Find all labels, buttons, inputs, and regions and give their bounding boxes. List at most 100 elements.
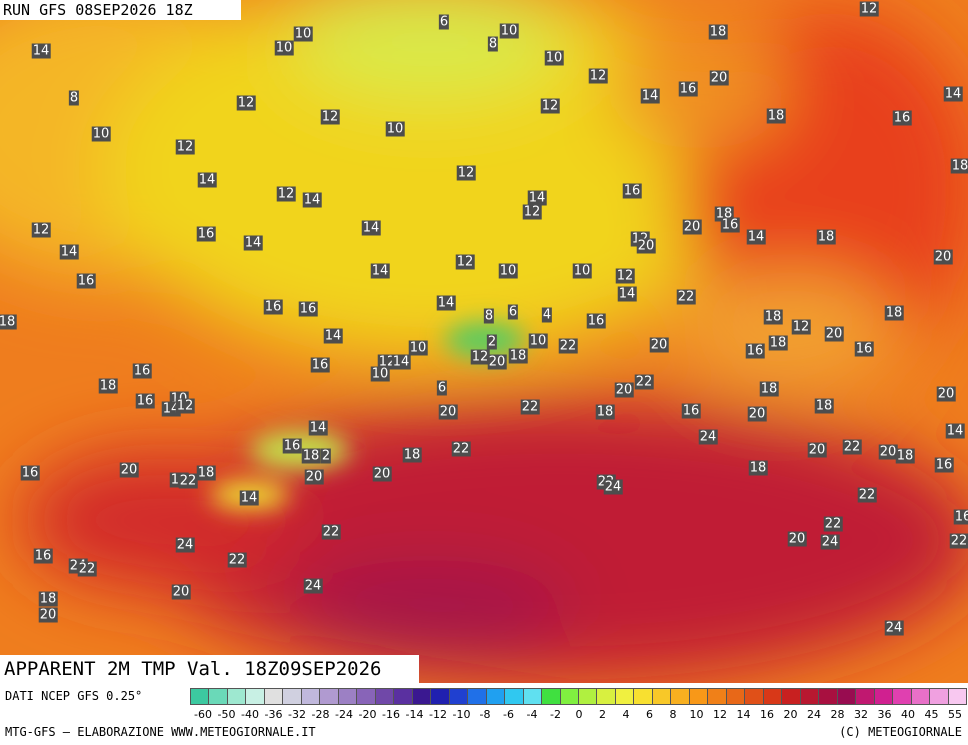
temp-label: 22 <box>558 338 578 354</box>
temp-label: 18 <box>950 158 968 174</box>
colorbar-box <box>744 688 764 705</box>
temp-label: 22 <box>227 552 247 568</box>
temp-label: 20 <box>38 607 58 623</box>
colorbar-box <box>226 688 247 705</box>
temp-label: 12 <box>236 95 256 111</box>
temp-label: 12 <box>31 222 51 238</box>
temp-label: 20 <box>614 382 634 398</box>
colorbar-tick: 0 <box>575 708 583 721</box>
temp-label: 14 <box>391 354 411 370</box>
temp-label: 18 <box>38 591 58 607</box>
temp-label: 16 <box>681 403 701 419</box>
colorbar-tick: 4 <box>622 708 630 721</box>
colorbar-tick: -32 <box>288 708 306 721</box>
temp-label: 20 <box>487 354 507 370</box>
colorbar-box <box>337 688 358 705</box>
temp-label: 22 <box>451 441 471 457</box>
temp-label: 14 <box>239 490 259 506</box>
temp-label: 18 <box>98 378 118 394</box>
colorbar-tick: -20 <box>358 708 377 721</box>
temp-label: 14 <box>243 235 263 251</box>
temp-label: 10 <box>370 366 390 382</box>
caption: APPARENT 2M TMP Val. 18Z09SEP2026 <box>0 655 419 683</box>
temp-label: 14 <box>323 328 343 344</box>
temp-label: 14 <box>436 295 456 311</box>
temp-label: 18 <box>895 448 915 464</box>
temp-label: 10 <box>572 263 592 279</box>
temp-label: 18 <box>816 229 836 245</box>
colorbar-tick: -4 <box>526 708 538 721</box>
temp-label: 10 <box>91 126 111 142</box>
colorbar-box <box>725 688 746 705</box>
colorbar-tick: 24 <box>807 708 821 721</box>
colorbar-box <box>799 688 820 705</box>
colorbar-tick: 6 <box>646 708 653 721</box>
temp-label: 18 <box>748 460 768 476</box>
colorbar-box <box>614 688 635 705</box>
temp-label: 20 <box>936 386 956 402</box>
colorbar-tick: -16 <box>382 708 400 721</box>
colorbar-tick: 40 <box>901 708 915 721</box>
temp-label: 12 <box>791 319 811 335</box>
temp-label: 20 <box>807 442 827 458</box>
temp-label: 22 <box>857 487 877 503</box>
temp-label: 12 <box>175 139 195 155</box>
temp-label: 14 <box>361 220 381 236</box>
temp-label: 20 <box>636 238 656 254</box>
credit: MTG-GFS — ELABORAZIONE WWW.METEOGIORNALE… <box>5 725 316 739</box>
run-label: RUN GFS 08SEP2026 18Z <box>0 0 241 20</box>
colorbar-box <box>485 688 506 705</box>
temp-label: 18 <box>708 24 728 40</box>
temp-label: 12 <box>377 354 397 370</box>
colorbar-tick: 10 <box>689 708 704 721</box>
temp-label: 10 <box>408 340 428 356</box>
colorbar-tick: 14 <box>736 708 751 721</box>
temp-label: 14 <box>943 86 963 102</box>
colorbar-tick: 16 <box>760 708 774 721</box>
temp-label: 14 <box>59 244 79 260</box>
colorbar-tick: 36 <box>877 708 892 721</box>
colorbar-box <box>300 688 321 705</box>
colorbar-box <box>707 688 727 705</box>
temp-label: 10 <box>544 50 564 66</box>
colorbar-box <box>282 688 302 705</box>
temp-label: 10 <box>498 263 518 279</box>
temp-label: 22 <box>321 524 341 540</box>
temp-label: 14 <box>370 263 390 279</box>
temp-label: 16 <box>622 183 642 199</box>
temp-label: 20 <box>171 584 191 600</box>
temp-label: 16 <box>135 393 155 409</box>
colorbar-tick: 20 <box>783 708 798 721</box>
colorbar-tick: -8 <box>479 708 491 721</box>
colorbar-box <box>873 688 894 705</box>
temp-label: 18 <box>766 108 786 124</box>
colorbar-box <box>393 688 413 705</box>
temp-label: 18 <box>196 465 216 481</box>
temp-label: 14 <box>302 192 322 208</box>
colorbar-box <box>762 688 783 705</box>
temp-label: 18 <box>814 398 834 414</box>
temp-label: 6 <box>438 14 450 30</box>
temp-label: 18 <box>884 305 904 321</box>
temp-label: 20 <box>372 466 392 482</box>
colorbar-tick: -40 <box>241 708 259 721</box>
temp-label: 12 <box>588 68 608 84</box>
temp-label: 20 <box>438 404 458 420</box>
temp-label: 20 <box>682 219 702 235</box>
temp-label: 14 <box>640 88 660 104</box>
temp-label: 12 <box>175 398 195 414</box>
colorbar-tick: -14 <box>405 708 424 721</box>
temp-label: 16 <box>854 341 874 357</box>
temp-label: 16 <box>196 226 216 242</box>
temp-label: 22 <box>520 399 540 415</box>
temp-label: 8 <box>483 308 495 324</box>
colorbar-box <box>651 688 672 705</box>
colorbar-box <box>910 688 931 705</box>
colorbar-box <box>374 688 395 705</box>
temp-label: 22 <box>178 473 198 489</box>
temp-label: 14 <box>527 190 547 206</box>
temp-label: 14 <box>161 401 181 417</box>
colorbar-box <box>855 688 875 705</box>
temp-label: 20 <box>933 249 953 265</box>
